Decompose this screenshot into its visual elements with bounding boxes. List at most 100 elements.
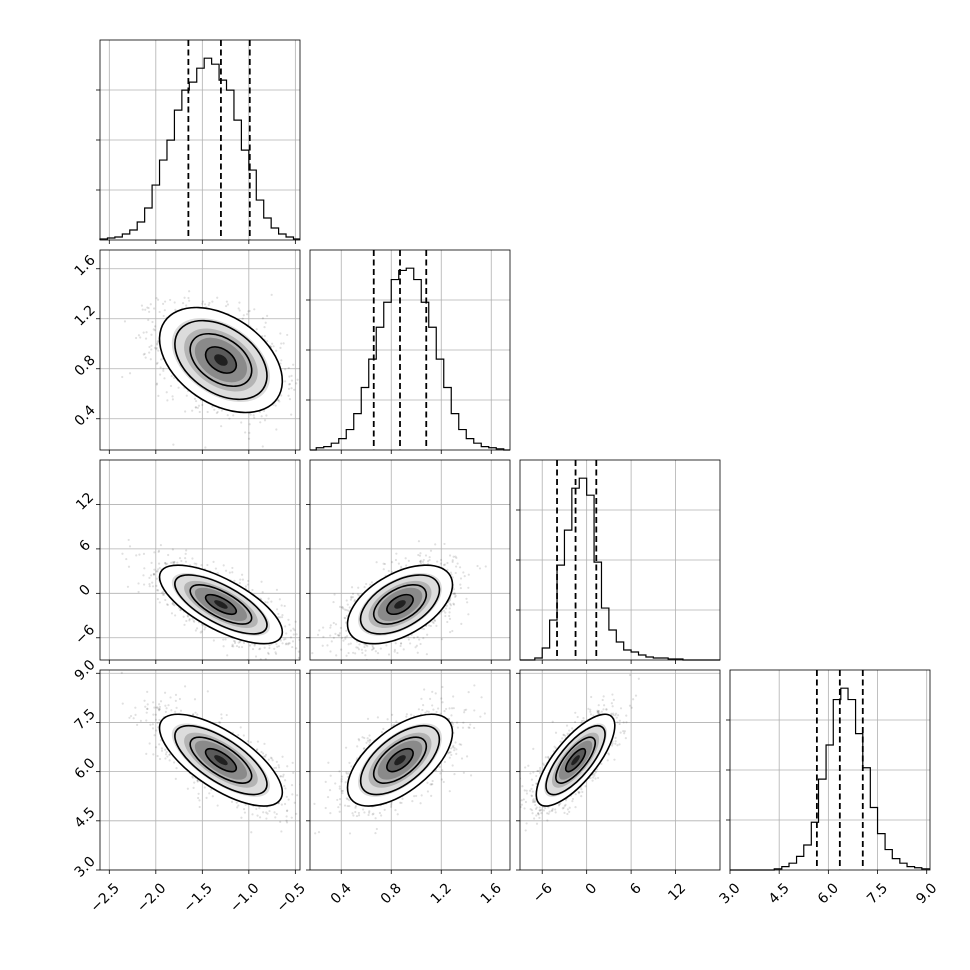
sample-point (235, 644, 239, 648)
sample-point (370, 581, 373, 584)
sample-point (282, 342, 285, 345)
sample-point (161, 302, 165, 305)
sample-point (305, 406, 307, 408)
sample-point (433, 619, 436, 622)
sample-point (448, 607, 451, 610)
sample-point (226, 654, 229, 657)
sample-point (254, 655, 258, 658)
sample-point (162, 590, 165, 593)
sample-point (199, 631, 202, 634)
sample-point (274, 404, 277, 407)
sample-point (237, 307, 240, 310)
sample-point (240, 645, 244, 649)
sample-point (288, 642, 291, 645)
sample-point (414, 646, 417, 649)
sample-point (252, 414, 255, 417)
sample-point (127, 538, 130, 542)
sample-point (152, 328, 155, 331)
sample-point (262, 409, 266, 413)
sample-point (289, 629, 292, 632)
sample-point (184, 410, 187, 413)
sample-point (350, 586, 354, 589)
sample-point (417, 540, 421, 543)
sample-point (253, 308, 256, 311)
sample-point (347, 609, 350, 612)
sample-point (137, 334, 141, 337)
sample-point (419, 560, 422, 563)
sample-point (176, 561, 179, 564)
sample-point (251, 647, 255, 651)
sample-point (224, 304, 228, 308)
sample-point (291, 640, 295, 643)
sample-point (233, 579, 236, 582)
sample-point (147, 318, 150, 322)
sample-point (172, 603, 175, 606)
sample-point (416, 651, 419, 654)
sample-point (279, 332, 282, 335)
sample-point (455, 556, 458, 559)
sample-point (341, 605, 344, 609)
sample-point (153, 346, 157, 350)
sample-point (148, 351, 151, 354)
contour-0-2-3 (158, 564, 284, 645)
sample-point (311, 652, 314, 655)
sample-point (452, 555, 455, 558)
sample-point (393, 650, 396, 653)
sample-point (432, 621, 435, 625)
sample-point (255, 328, 258, 331)
sample-point (156, 340, 159, 343)
sample-point (455, 565, 458, 568)
sample-point (149, 574, 153, 577)
sample-point (233, 640, 237, 643)
sample-point (153, 568, 156, 571)
sample-point (185, 304, 188, 307)
sample-point (191, 557, 194, 560)
sample-point (449, 604, 453, 607)
sample-point (148, 310, 151, 313)
sample-point (149, 358, 152, 361)
sample-point (212, 639, 215, 642)
sample-point (148, 582, 151, 586)
sample-point (288, 383, 291, 386)
sample-point (305, 633, 307, 635)
sample-point (393, 648, 397, 651)
sample-point (259, 421, 262, 424)
sample-point (142, 552, 146, 555)
contour-0-2-1 (189, 584, 253, 625)
sample-point (444, 614, 447, 618)
sample-point (273, 647, 276, 650)
sample-point (170, 374, 173, 378)
sample-point (334, 632, 337, 635)
sample-point (333, 593, 336, 596)
contour-1-2-1 (372, 584, 428, 625)
sample-point (193, 620, 196, 623)
sample-point (144, 356, 147, 359)
sample-point (342, 607, 345, 610)
sample-point (238, 640, 242, 643)
sample-point (148, 742, 151, 745)
sample-point (350, 596, 353, 599)
sample-point (275, 642, 278, 646)
sample-point (173, 604, 176, 607)
sample-point (163, 309, 166, 312)
sample-point (170, 561, 173, 564)
sample-point (272, 345, 275, 348)
sample-point (248, 431, 251, 434)
sample-point (215, 411, 218, 415)
sample-point (382, 562, 385, 565)
sample-point (145, 752, 148, 756)
sample-point (281, 642, 284, 645)
sample-point (279, 346, 282, 349)
sample-point (439, 558, 443, 562)
sample-point (280, 342, 283, 345)
sample-point (349, 642, 352, 645)
sample-point (169, 298, 172, 302)
sample-point (281, 614, 284, 617)
sample-point (278, 598, 281, 601)
sample-point (249, 413, 252, 416)
sample-point (171, 395, 174, 398)
sample-point (224, 638, 227, 641)
sample-point (173, 301, 176, 304)
sample-point (216, 296, 219, 299)
sample-point (150, 333, 153, 336)
